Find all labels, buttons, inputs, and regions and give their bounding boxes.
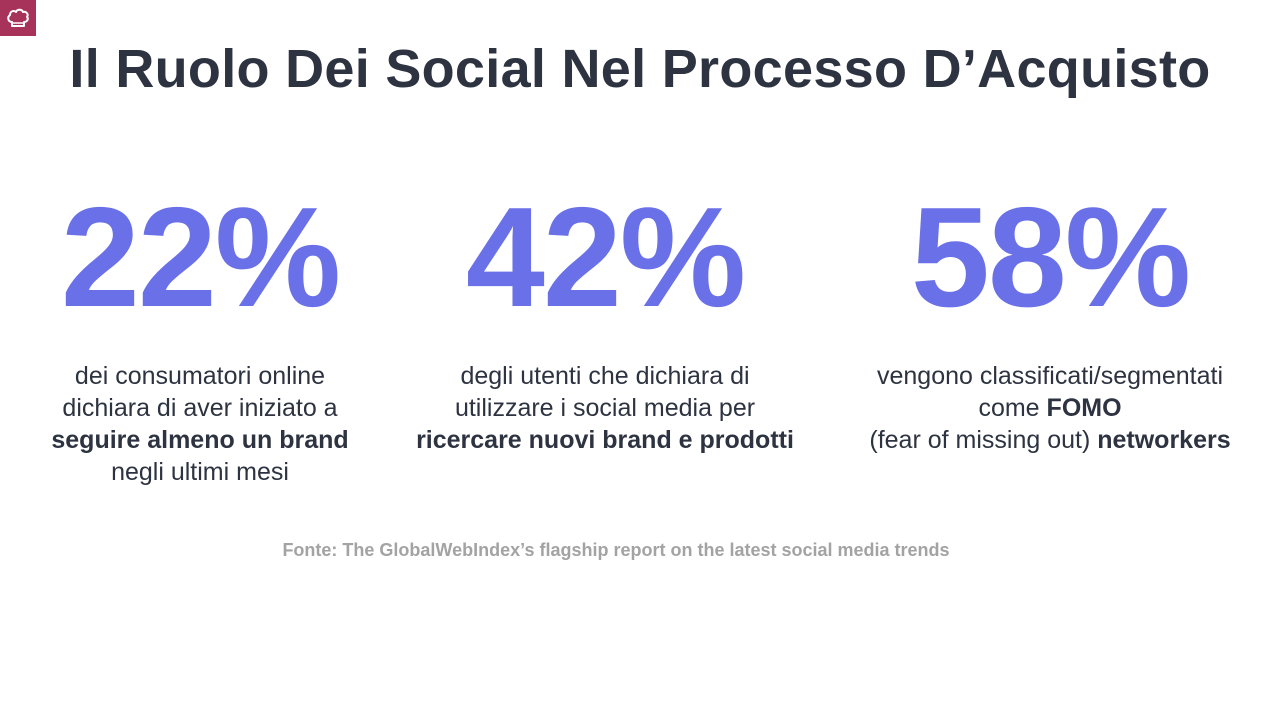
stat-card-2: 42% degli utenti che dichiara di utilizz… <box>395 178 815 456</box>
stat-description: degli utenti che dichiara di utilizzare … <box>395 360 815 456</box>
stat-value: 58% <box>910 178 1191 337</box>
stat-description: vengono classificati/segmentati come FOM… <box>840 360 1260 456</box>
stat-card-1: 22% dei consumatori online dichiara di a… <box>0 178 410 488</box>
stat-description: dei consumatori online dichiara di aver … <box>0 360 410 488</box>
stat-card-3: 58% vengono classificati/segmentati come… <box>840 178 1260 456</box>
page-title: Il Ruolo Dei Social Nel Processo D’Acqui… <box>69 39 1211 99</box>
stat-desc-highlight: networkers <box>1097 426 1231 454</box>
stat-desc-highlight: FOMO <box>1046 394 1122 422</box>
stat-value: 42% <box>465 178 746 337</box>
source-citation: Fonte: The GlobalWebIndex’s flagship rep… <box>282 540 950 560</box>
stat-desc-text: (fear of missing out) <box>869 426 1098 454</box>
stat-desc-highlight: ricercare nuovi brand e prodotti <box>416 426 794 454</box>
stat-desc-line: vengono classificati/segmentati <box>876 362 1224 390</box>
stat-desc-line: dichiara di aver iniziato a <box>62 394 338 422</box>
stat-desc-highlight: seguire almeno un brand <box>51 426 349 454</box>
stat-desc-text: come <box>978 394 1047 422</box>
stat-desc-line: negli ultimi mesi <box>111 458 289 486</box>
stat-value: 22% <box>60 178 341 337</box>
stat-desc-line: degli utenti che dichiara di <box>460 362 750 390</box>
stat-desc-line: utilizzare i social media per <box>454 394 756 422</box>
chef-hat-icon <box>0 0 36 36</box>
stat-desc-line: dei consumatori online <box>74 362 326 390</box>
